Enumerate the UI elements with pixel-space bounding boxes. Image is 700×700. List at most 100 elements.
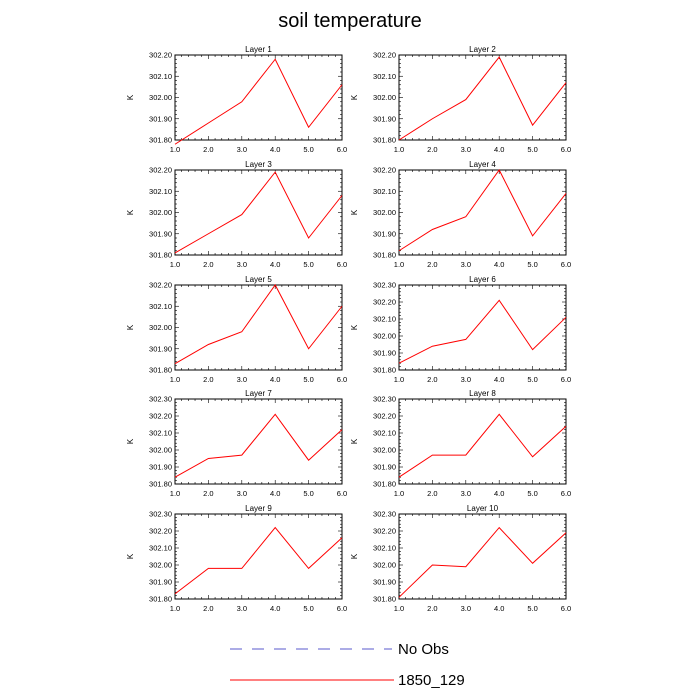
plot-frame [398, 513, 567, 600]
x-tick-label: 5.0 [303, 489, 313, 498]
x-tick-label: 4.0 [494, 145, 504, 154]
plot-frame [174, 169, 343, 256]
y-tick-label: 301.80 [149, 595, 172, 604]
x-tick-label: 1.0 [170, 604, 180, 613]
x-tick-label: 3.0 [461, 375, 471, 384]
y-tick-label: 302.10 [149, 429, 172, 438]
y-tick-label: 302.00 [149, 323, 172, 332]
x-tick-label: 6.0 [561, 604, 571, 613]
x-tick-label: 3.0 [237, 145, 247, 154]
x-tick-label: 3.0 [237, 604, 247, 613]
y-tick-label: 301.80 [149, 366, 172, 375]
plot-frame [398, 398, 567, 485]
y-tick-label: 302.00 [149, 208, 172, 217]
y-tick-label: 302.30 [373, 510, 396, 519]
x-tick-label: 6.0 [337, 604, 347, 613]
x-tick-label: 5.0 [303, 604, 313, 613]
series-line-1850-129 [398, 56, 567, 141]
y-tick-label: 302.20 [149, 51, 172, 60]
x-tick-label: 5.0 [527, 145, 537, 154]
y-axis-label: K [350, 209, 359, 215]
y-tick-label: 302.00 [149, 93, 172, 102]
y-tick-label: 302.30 [373, 395, 396, 404]
y-tick-label: 302.20 [373, 298, 396, 307]
plot-frame [398, 284, 567, 371]
plot-frame [174, 284, 343, 371]
y-tick-label: 301.80 [149, 136, 172, 145]
series-line-1850-129 [398, 413, 567, 478]
panel-title: Layer 8 [469, 389, 496, 398]
x-tick-label: 5.0 [527, 489, 537, 498]
panel-title: Layer 2 [469, 45, 496, 54]
panel-layer-6: Layer 6 301.80 301.90 302.00 302.10 302.20 302… [350, 275, 571, 384]
x-tick-label: 4.0 [494, 260, 504, 269]
y-tick-label: 302.00 [373, 208, 396, 217]
y-tick-label: 301.80 [373, 366, 396, 375]
panel-layer-7: Layer 7 301.80 301.90 302.00 302.10 302.20 302… [126, 389, 347, 498]
plot-frame [398, 54, 567, 141]
x-tick-label: 2.0 [203, 489, 213, 498]
panel-title: Layer 5 [245, 275, 272, 284]
y-tick-label: 302.10 [149, 72, 172, 81]
series-line-1850-129 [398, 169, 567, 252]
y-axis-label: K [126, 324, 135, 330]
y-tick-label: 301.90 [149, 463, 172, 472]
x-tick-label: 5.0 [527, 604, 537, 613]
panel-title: Layer 7 [245, 389, 272, 398]
plot-frame [174, 54, 343, 141]
x-tick-label: 4.0 [494, 604, 504, 613]
x-tick-label: 2.0 [427, 145, 437, 154]
y-axis-label: K [350, 553, 359, 559]
panel-title: Layer 3 [245, 160, 272, 169]
panel-layer-1: Layer 1 301.80 301.90 302.00 302.10 302.20 1.0… [126, 45, 347, 154]
x-tick-label: 1.0 [394, 604, 404, 613]
x-tick-label: 5.0 [527, 375, 537, 384]
series-line-1850-129 [398, 526, 567, 598]
y-tick-label: 302.00 [149, 446, 172, 455]
y-tick-label: 301.90 [373, 114, 396, 123]
y-tick-label: 301.90 [373, 229, 396, 238]
x-tick-label: 3.0 [237, 260, 247, 269]
x-tick-label: 3.0 [461, 604, 471, 613]
y-tick-label: 302.00 [149, 561, 172, 570]
x-tick-label: 4.0 [270, 375, 280, 384]
plot-frame [174, 513, 343, 600]
x-tick-label: 6.0 [561, 145, 571, 154]
series-line-1850-129 [174, 284, 343, 365]
y-tick-label: 301.90 [373, 349, 396, 358]
y-axis-label: K [126, 553, 135, 559]
y-tick-label: 302.00 [373, 561, 396, 570]
y-tick-label: 302.30 [373, 281, 396, 290]
x-tick-label: 4.0 [270, 145, 280, 154]
panel-title: Layer 4 [469, 160, 496, 169]
x-tick-label: 3.0 [461, 145, 471, 154]
x-tick-label: 4.0 [270, 604, 280, 613]
x-tick-label: 5.0 [303, 145, 313, 154]
y-tick-label: 302.10 [373, 187, 396, 196]
y-tick-label: 302.10 [373, 544, 396, 553]
y-tick-label: 301.80 [149, 480, 172, 489]
y-tick-label: 302.20 [149, 527, 172, 536]
y-tick-label: 301.80 [373, 595, 396, 604]
x-tick-label: 6.0 [561, 489, 571, 498]
y-tick-label: 302.20 [149, 281, 172, 290]
x-tick-label: 1.0 [394, 375, 404, 384]
panel-title: Layer 6 [469, 275, 496, 284]
y-tick-label: 302.00 [373, 332, 396, 341]
x-tick-label: 4.0 [270, 489, 280, 498]
y-tick-label: 302.00 [373, 446, 396, 455]
y-tick-label: 302.20 [149, 166, 172, 175]
x-tick-label: 2.0 [427, 489, 437, 498]
y-tick-label: 301.90 [373, 578, 396, 587]
x-tick-label: 2.0 [427, 375, 437, 384]
x-tick-label: 6.0 [337, 145, 347, 154]
y-tick-label: 301.90 [149, 344, 172, 353]
y-tick-label: 301.80 [149, 251, 172, 260]
panel-title: Layer 10 [467, 504, 499, 513]
y-tick-label: 302.10 [149, 187, 172, 196]
panel-layer-3: Layer 3 301.80 301.90 302.00 302.10 302.20 1.0… [126, 160, 347, 269]
y-tick-label: 302.30 [149, 510, 172, 519]
panel-layer-5: Layer 5 301.80 301.90 302.00 302.10 302.20 1.0… [126, 275, 347, 384]
legend-label-1850-129: 1850_129 [398, 672, 465, 689]
y-axis-label: K [126, 94, 135, 100]
